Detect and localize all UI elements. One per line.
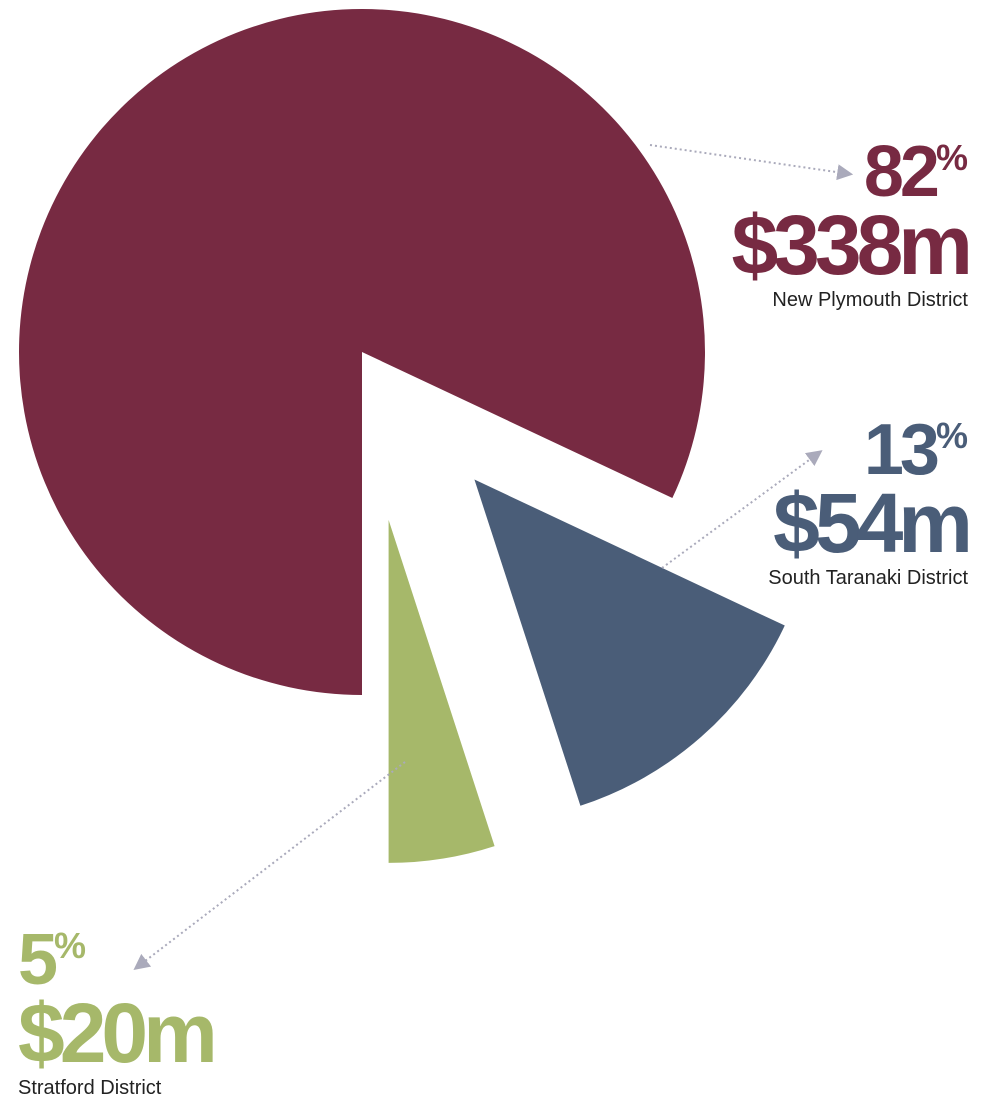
percent-unit: %	[936, 137, 968, 178]
category-label: New Plymouth District	[772, 289, 968, 311]
percent-value: 5	[18, 920, 57, 1000]
amount-label: $20m	[18, 986, 213, 1080]
category-label: South Taranaki District	[768, 567, 968, 589]
leader-arrow	[649, 144, 854, 181]
percent-value: 82	[864, 132, 938, 212]
percent-unit: %	[936, 415, 968, 456]
amount-label: $338m	[731, 198, 968, 292]
percent-label: 5%	[18, 920, 86, 1000]
percent-label: 82%	[864, 132, 968, 212]
percent-unit: %	[54, 925, 86, 966]
percent-label: 13%	[864, 410, 968, 490]
percent-value: 13	[864, 410, 938, 490]
pie-slice	[388, 519, 495, 863]
pie-slice	[474, 479, 785, 806]
category-label: Stratford District	[18, 1077, 162, 1099]
pie-slice	[18, 9, 706, 696]
amount-label: $54m	[773, 476, 968, 570]
leader-arrow	[133, 761, 406, 970]
